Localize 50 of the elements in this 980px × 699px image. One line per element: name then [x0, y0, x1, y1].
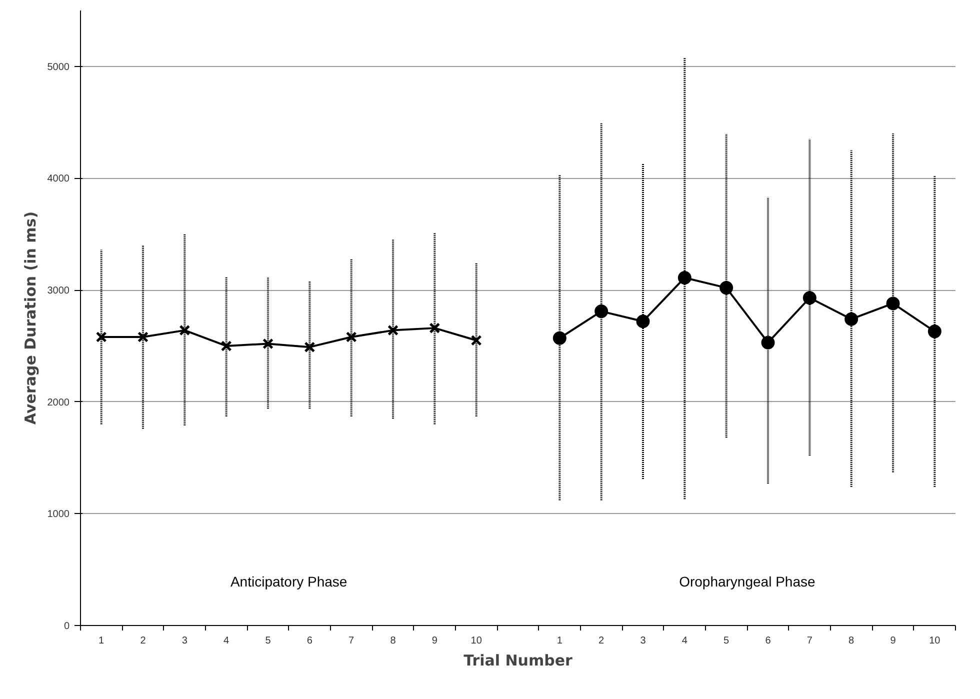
annotation: Anticipatory Phase — [230, 574, 348, 590]
y-tick-label: 1000 — [47, 509, 70, 520]
point — [720, 281, 734, 295]
x-tick-label: 5 — [724, 636, 730, 646]
x-tick-label: 3 — [182, 636, 188, 646]
annotation: Oropharyngeal Phase — [679, 574, 816, 590]
x-tick-label: 6 — [306, 636, 313, 646]
x-tick-label: 8 — [848, 636, 855, 646]
point — [220, 340, 232, 352]
x-tick-label: 1 — [98, 636, 105, 646]
point — [844, 312, 858, 326]
point — [552, 331, 566, 345]
x-tick-label: 6 — [765, 636, 772, 646]
x-tick-label: 2 — [598, 636, 605, 646]
point — [802, 291, 816, 305]
point — [262, 338, 274, 350]
point — [429, 322, 440, 334]
point — [304, 342, 316, 353]
x-tick-label: 1 — [556, 636, 563, 646]
x-tick-label: 7 — [806, 636, 813, 646]
x-tick-label: 7 — [348, 636, 355, 646]
x-tick-label: 3 — [640, 636, 646, 646]
point — [761, 336, 775, 350]
x-tick-label: 10 — [929, 636, 941, 646]
x-tick-label: 10 — [470, 636, 482, 646]
y-tick-label: 5000 — [47, 62, 70, 73]
y-tick-label: 0 — [64, 621, 70, 632]
point — [388, 324, 398, 336]
point — [636, 314, 650, 328]
point — [928, 324, 942, 338]
x-tick-label: 4 — [682, 636, 688, 646]
y-tick-label: 4000 — [47, 174, 70, 185]
x-tick-label: 8 — [390, 636, 396, 646]
point — [96, 332, 107, 342]
point — [346, 332, 357, 342]
point — [678, 271, 692, 284]
x-tick-label: 9 — [890, 636, 896, 646]
x-tick-label: 5 — [265, 636, 272, 646]
x-tick-label: 9 — [432, 636, 438, 646]
point — [138, 332, 148, 342]
point — [179, 324, 190, 336]
y-tick-label: 2000 — [47, 397, 70, 408]
point — [594, 304, 608, 318]
x-tick-label: 4 — [224, 636, 230, 646]
x-axis-title: Trial Number — [464, 652, 573, 670]
point — [886, 296, 900, 310]
x-tick-label: 2 — [140, 636, 146, 646]
point — [470, 334, 482, 346]
y-axis-title: Average Duration (in ms) — [21, 211, 40, 425]
y-tick-label: 3000 — [47, 286, 70, 297]
